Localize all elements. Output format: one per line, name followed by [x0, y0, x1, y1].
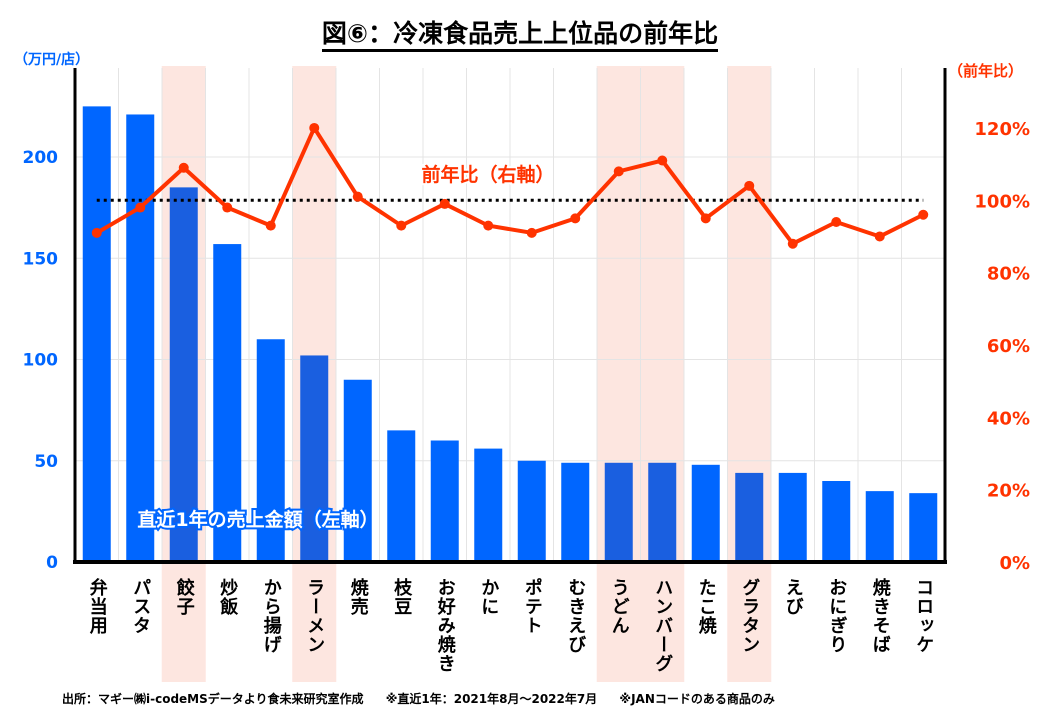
right-tick-label: 60%: [987, 336, 1030, 357]
right-axis-label: （前年比）: [948, 62, 1023, 80]
category-label: 焼きそば: [869, 578, 891, 654]
yoy-point-グラタン: [744, 180, 755, 191]
right-tick-label: 20%: [987, 481, 1030, 502]
highlight-band: [727, 66, 772, 682]
category-label: むきえび: [565, 578, 587, 654]
bar-パスタ: [126, 114, 155, 562]
yoy-point-焼売: [352, 191, 363, 202]
bar-series-label: 直近1年の売上金額（左軸）: [137, 508, 378, 531]
chart-title: 図⑥：冷凍食品売上上位品の前年比: [0, 14, 1040, 52]
left-tick-label: 0: [46, 553, 58, 573]
yoy-point-ラーメン: [309, 122, 320, 133]
right-tick-label: 40%: [987, 408, 1030, 429]
category-label: お好み焼き: [434, 578, 456, 673]
bar-たこ焼: [691, 464, 720, 562]
chart-title-text: 図⑥：冷凍食品売上上位品の前年比: [321, 19, 719, 52]
bar-えび: [778, 472, 807, 562]
yoy-point-枝豆: [396, 220, 407, 231]
left-tick-label: 50: [34, 452, 58, 472]
yoy-point-炒飯: [222, 202, 233, 213]
bar-ラーメン: [300, 355, 329, 562]
bar-かに: [474, 448, 503, 562]
category-label: から揚げ: [260, 578, 282, 654]
bar-おにぎり: [822, 481, 851, 562]
right-tick-label: 0%: [999, 553, 1030, 574]
category-label: コロッケ: [913, 578, 935, 654]
yoy-point-うどん: [613, 166, 624, 177]
yoy-line: [95, 123, 925, 247]
yoy-point-お好み焼き: [439, 198, 450, 209]
category-label: ハンバーグ: [652, 578, 674, 673]
bar-餃子: [169, 187, 198, 562]
category-label: グラタン: [739, 578, 761, 654]
category-label: おにぎり: [826, 578, 848, 654]
bar-うどん: [604, 462, 633, 562]
highlight-band: [640, 66, 685, 682]
category-label: パスタ: [130, 578, 152, 635]
bar-枝豆: [387, 430, 416, 562]
bar-焼きそば: [865, 491, 894, 562]
category-label: ラーメン: [304, 578, 326, 654]
source-note: 出所：マギー㈱i-codeMSデータより食未来研究室作成: [62, 692, 364, 706]
bar-炒飯: [213, 244, 242, 562]
category-label: たこ焼: [695, 578, 717, 635]
category-label: かに: [478, 578, 500, 616]
yoy-point-餃子: [178, 162, 189, 173]
right-tick-label: 80%: [987, 264, 1030, 285]
category-label: 枝豆: [391, 578, 413, 616]
right-tick-label: 120%: [974, 119, 1030, 140]
yoy-point-おにぎり: [831, 217, 842, 228]
yoy-point-コロッケ: [918, 209, 929, 220]
bar-ハンバーグ: [648, 462, 677, 562]
category-label: 炒飯: [217, 578, 239, 616]
yoy-point-ポテト: [526, 227, 537, 238]
left-tick-label: 100: [23, 351, 59, 371]
category-label: ポテト: [521, 578, 543, 635]
bar-お好み焼き: [430, 440, 459, 562]
yoy-point-弁当用: [91, 227, 102, 238]
yoy-point-むきえび: [570, 213, 581, 224]
yoy-point-焼きそば: [874, 231, 885, 242]
category-label: 焼売: [347, 578, 369, 616]
yoy-point-パスタ: [135, 202, 146, 213]
period-note: ※直近1年：2021年8月〜2022年7月: [385, 692, 598, 706]
yoy-point-えび: [787, 238, 798, 249]
bar-から揚げ: [256, 339, 285, 562]
left-tick-label: 200: [23, 148, 59, 168]
category-label: 弁当用: [86, 578, 108, 635]
line-series-label: 前年比（右軸）: [421, 163, 554, 186]
bar-弁当用: [82, 106, 111, 562]
yoy-point-ハンバーグ: [657, 155, 668, 166]
right-tick-label: 100%: [974, 191, 1030, 212]
left-axis-label: （万円/店）: [14, 51, 89, 68]
bar-むきえび: [561, 462, 590, 562]
bar-コロッケ: [909, 493, 938, 562]
yoy-point-から揚げ: [265, 220, 276, 231]
bar-グラタン: [735, 472, 764, 562]
category-label: えび: [782, 578, 804, 616]
jan-note: ※JANコードのある商品のみ: [619, 692, 775, 706]
left-tick-label: 150: [23, 249, 59, 269]
footer: 出所：マギー㈱i-codeMSデータより食未来研究室作成 ※直近1年：2021年…: [62, 690, 793, 707]
category-label: 餃子: [173, 578, 195, 616]
bar-焼売: [343, 379, 372, 562]
yoy-point-たこ焼: [700, 213, 711, 224]
yoy-point-かに: [483, 220, 494, 231]
category-label: うどん: [608, 578, 630, 635]
bar-ポテト: [517, 460, 546, 562]
